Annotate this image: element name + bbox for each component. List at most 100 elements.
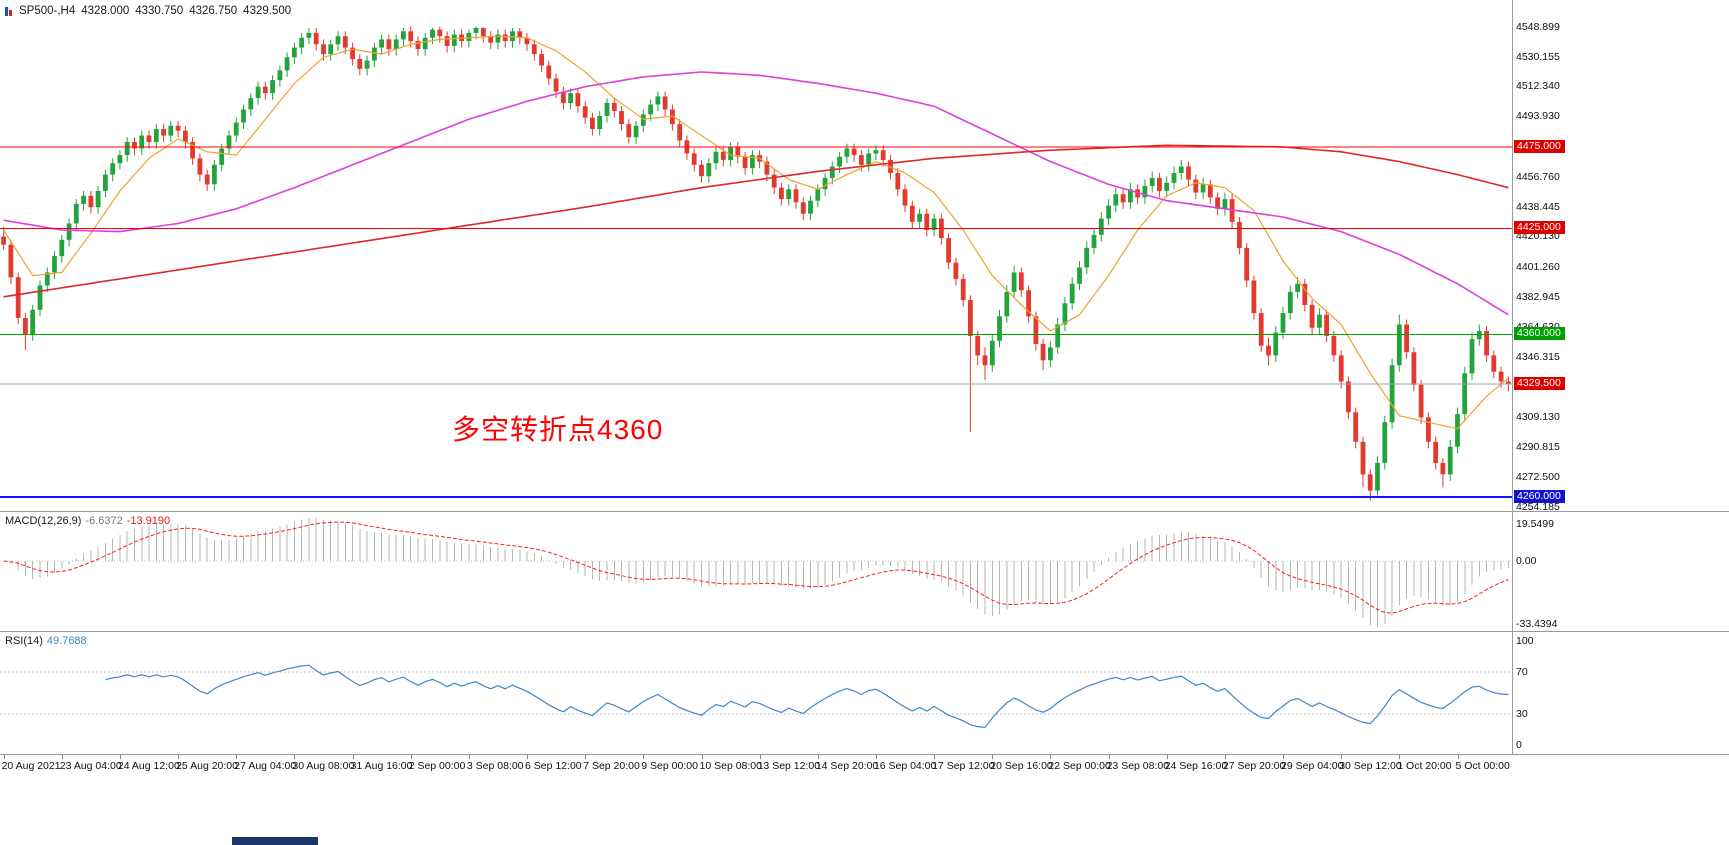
time-tick xyxy=(236,755,238,759)
price-axis-label: 4456.760 xyxy=(1516,170,1560,183)
time-tick xyxy=(701,755,703,759)
time-axis-label: 14 Sep 20:00 xyxy=(815,760,879,772)
price-axis-label: 4548.899 xyxy=(1516,20,1560,33)
time-tick xyxy=(178,755,180,759)
ma-mid-line xyxy=(3,71,1509,316)
time-axis-label: 2 Sep 00:00 xyxy=(408,760,466,772)
time-tick xyxy=(1166,755,1168,759)
time-axis-label: 27 Aug 04:00 xyxy=(234,760,297,772)
time-tick xyxy=(3,755,5,759)
macd-signal-value: -13.9190 xyxy=(126,515,171,527)
rsi-axis-label: 0 xyxy=(1516,739,1522,751)
time-axis-label: 20 Aug 2021 xyxy=(1,760,61,772)
time-tick xyxy=(1399,755,1401,759)
pane-divider-rsi-dates xyxy=(0,754,1729,755)
macd-axis-label: -33.4394 xyxy=(1516,618,1558,631)
moving-averages xyxy=(3,35,1509,430)
price-axis-label: 4346.315 xyxy=(1516,350,1560,363)
rsi-axis-label: 30 xyxy=(1516,707,1528,720)
price-axis-label: 4254.185 xyxy=(1516,500,1560,513)
macd-axis-label: 19.5499 xyxy=(1516,518,1554,531)
time-tick xyxy=(1050,755,1052,759)
time-axis-label: 29 Sep 04:00 xyxy=(1281,760,1344,772)
time-tick xyxy=(934,755,936,759)
rsi-pane[interactable] xyxy=(0,632,1512,754)
macd-name: MACD(12,26,9) xyxy=(5,515,82,527)
time-axis-label: 7 Sep 20:00 xyxy=(583,760,640,772)
bottom-scrollbar-thumb[interactable] xyxy=(232,837,318,845)
time-tick xyxy=(1108,755,1110,759)
main-chart[interactable] xyxy=(0,0,1512,511)
high-value: 4330.750 xyxy=(135,5,184,17)
time-tick xyxy=(992,755,994,759)
macd-main-value: -6.6372 xyxy=(85,515,123,527)
time-axis-label: 20 Sep 16:00 xyxy=(990,760,1053,772)
pane-divider-main-macd[interactable] xyxy=(0,511,1729,512)
time-axis-label: 3 Sep 08:00 xyxy=(466,760,524,772)
time-tick xyxy=(817,755,819,759)
time-tick xyxy=(61,755,63,759)
time-axis-label: 24 Aug 12:00 xyxy=(117,760,180,772)
price-level-badge: 4360.000 xyxy=(1514,327,1565,341)
time-axis-label: 24 Sep 16:00 xyxy=(1164,760,1228,772)
rsi-axis-label: 100 xyxy=(1516,635,1534,647)
time-axis-label: 5 Oct 00:00 xyxy=(1455,760,1510,772)
time-tick xyxy=(585,755,587,759)
time-tick xyxy=(410,755,412,759)
current-price-badge: 4329.500 xyxy=(1514,376,1565,390)
time-axis-label: 25 Aug 20:00 xyxy=(176,760,238,772)
chart-title: SP500-,H4 4328.000 4330.750 4326.750 432… xyxy=(5,5,291,17)
time-tick xyxy=(1457,755,1459,759)
price-axis-label: 4530.155 xyxy=(1516,51,1560,64)
candle-wicks xyxy=(3,26,1509,501)
ma-slow-line xyxy=(3,144,1509,298)
time-tick xyxy=(294,755,296,759)
symbol-timeframe: SP500-,H4 xyxy=(19,5,76,17)
candle-bodies xyxy=(1,28,1511,491)
time-tick xyxy=(1283,755,1284,759)
time-axis[interactable]: 20 Aug 2021 23 Aug 04:00 24 Aug 12:00 25 Au… xyxy=(0,755,1512,777)
macd-indicator-label: MACD(12,26,9) -6.6372 -13.9190 xyxy=(5,515,170,527)
time-axis-label: 23 Sep 08:00 xyxy=(1106,760,1170,772)
time-axis-label: 22 Sep 00:00 xyxy=(1048,760,1111,772)
time-tick xyxy=(759,755,761,759)
time-tick xyxy=(352,755,354,759)
macd-signal-line xyxy=(3,521,1509,614)
rsi-level-lines xyxy=(0,671,1512,715)
horizontal-level-lines xyxy=(0,146,1512,499)
price-axis-label: 4493.930 xyxy=(1516,110,1560,123)
time-axis-label: 9 Sep 00:00 xyxy=(641,760,698,772)
rsi-line xyxy=(105,664,1509,729)
price-axis-label: 4272.500 xyxy=(1516,470,1560,483)
pane-divider-macd-rsi[interactable] xyxy=(0,631,1729,632)
low-value: 4326.750 xyxy=(189,5,238,17)
price-axis[interactable]: 4548.899 4530.155 4512.340 4493.930 4475.000… xyxy=(1513,0,1729,845)
price-axis-label: 4438.445 xyxy=(1516,200,1560,213)
time-tick xyxy=(527,755,528,759)
time-axis-label: 6 Sep 12:00 xyxy=(525,760,582,772)
macd-axis-label: 0.00 xyxy=(1516,555,1537,568)
price-axis-label: 4290.815 xyxy=(1516,441,1560,453)
open-value: 4328.000 xyxy=(81,5,130,17)
time-tick xyxy=(1224,755,1226,759)
rsi-axis-label: 70 xyxy=(1516,666,1528,679)
time-axis-label: 16 Sep 04:00 xyxy=(873,760,937,772)
macd-pane[interactable] xyxy=(0,512,1512,631)
time-tick xyxy=(119,755,121,759)
time-axis-label: 31 Aug 16:00 xyxy=(350,760,413,772)
price-axis-label: 4382.945 xyxy=(1516,290,1560,303)
time-tick xyxy=(468,755,470,759)
time-axis-label: 13 Sep 12:00 xyxy=(757,760,821,772)
time-axis-label: 30 Aug 08:00 xyxy=(292,760,355,772)
price-axis-label: 4512.340 xyxy=(1516,80,1560,93)
rsi-value: 49.7688 xyxy=(46,635,87,647)
macd-histogram xyxy=(10,518,1509,627)
price-level-badge: 4425.000 xyxy=(1514,221,1565,235)
time-axis-label: 17 Sep 12:00 xyxy=(932,760,995,772)
price-axis-divider xyxy=(1512,0,1513,755)
time-axis-label: 10 Sep 08:00 xyxy=(699,760,762,772)
price-axis-label: 4401.260 xyxy=(1516,261,1560,273)
price-level-badge: 4260.000 xyxy=(1514,490,1565,504)
time-axis-label: 27 Sep 20:00 xyxy=(1222,760,1286,772)
